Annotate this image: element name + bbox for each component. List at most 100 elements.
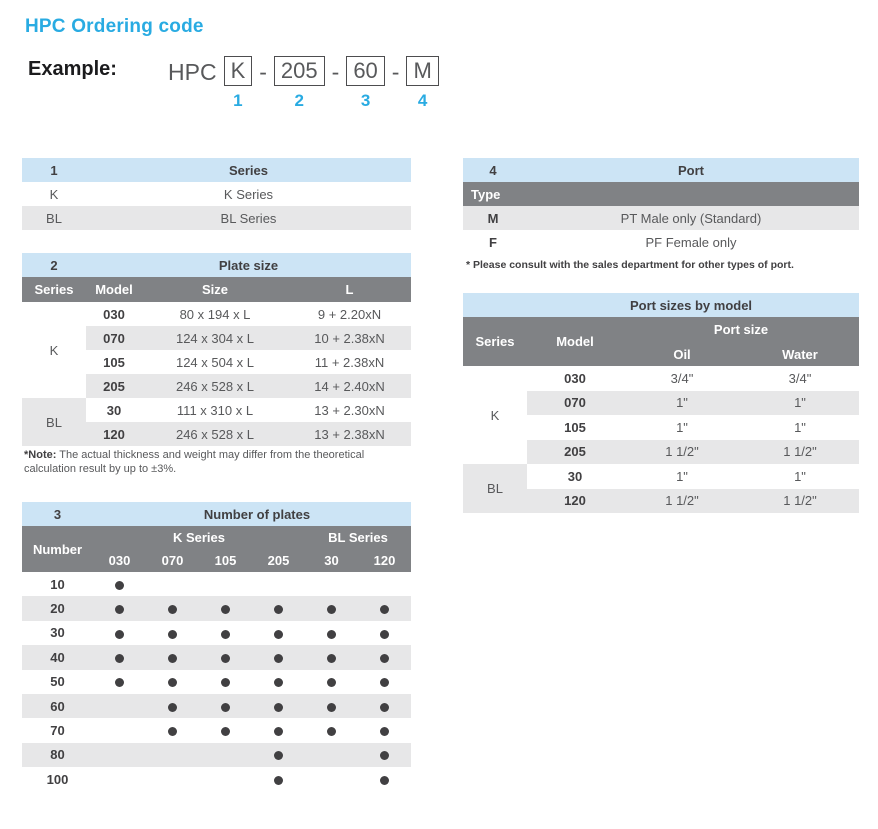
availability-dot-cell xyxy=(358,645,411,670)
code-marker-3: 3 xyxy=(360,91,371,110)
availability-dot-cell xyxy=(199,621,252,645)
availability-dot-cell xyxy=(358,718,411,742)
page-title: HPC Ordering code xyxy=(25,16,204,37)
table-row: 120 246 x 528 x L 13 + 2.38xN xyxy=(22,422,411,446)
oil-size-cell: 1" xyxy=(676,419,688,435)
availability-dot-cell xyxy=(305,621,358,645)
series-group-cell: BL xyxy=(22,398,86,446)
size-cell: 124 x 504 x L xyxy=(175,354,255,370)
availability-dot-cell xyxy=(93,767,146,791)
code-marker-4: 4 xyxy=(417,91,428,110)
availability-dot-cell xyxy=(93,645,146,670)
oil-size-cell: 1 1/2" xyxy=(623,439,741,464)
column-header-number: Number xyxy=(22,526,93,572)
plate-size-note: *Note: The actual thickness and weight m… xyxy=(24,449,416,476)
table-row: K K Series xyxy=(22,182,411,206)
availability-dot-cell xyxy=(252,767,305,791)
water-size-cell: 1" xyxy=(741,390,859,415)
column-header-series: Series xyxy=(463,317,527,366)
availability-dot-cell xyxy=(305,670,358,694)
port-desc-cell: PT Male only (Standard) xyxy=(523,206,859,230)
water-size-cell: 1 1/2" xyxy=(741,439,859,464)
table-title: Number of plates xyxy=(93,502,411,526)
size-cell: 80 x 194 x L xyxy=(179,306,251,322)
availability-dot-cell xyxy=(305,718,358,742)
column-header-size: Size xyxy=(142,277,288,302)
port-code-cell: F xyxy=(489,234,497,250)
port-table-header: 4 Port xyxy=(463,158,859,182)
example-label: Example: xyxy=(28,58,117,80)
model-cell: 070 xyxy=(86,326,142,350)
model-cell: 105 xyxy=(564,419,586,435)
availability-dot-cell xyxy=(252,718,305,742)
availability-dot-cell xyxy=(93,596,146,621)
availability-dot-cell xyxy=(199,718,252,742)
code-dash: - xyxy=(259,59,267,85)
availability-dot-cell xyxy=(199,767,252,791)
series-code-cell: K xyxy=(49,186,59,202)
plate-size-table-header: 2 Plate size xyxy=(22,253,411,277)
table-row: 20 xyxy=(22,596,411,621)
column-header-row: Series Model Size L xyxy=(22,277,411,302)
table-row: 205 1 1/2" 1 1/2" xyxy=(463,439,859,464)
model-cell: 030 xyxy=(564,370,586,386)
code-marker-2: 2 xyxy=(294,91,305,110)
code-box-port: M xyxy=(406,56,439,86)
table-title: Plate size xyxy=(86,253,411,277)
port-desc-cell: PF Female only xyxy=(645,234,737,250)
series-code-cell: BL xyxy=(22,206,86,230)
type-header-row: Type xyxy=(463,182,859,206)
model-cell: 205 xyxy=(527,439,623,464)
size-cell: 111 x 310 x L xyxy=(176,402,254,418)
column-header-series: Series xyxy=(22,277,86,302)
code-segment-plates: 60 3 xyxy=(346,56,385,111)
table-index: 4 xyxy=(463,158,523,182)
table-row: 100 xyxy=(22,767,411,791)
model-cell: 120 xyxy=(86,422,142,446)
table-title: Series xyxy=(86,158,411,182)
model-cell: 120 xyxy=(527,488,623,513)
code-box-plates: 60 xyxy=(346,56,385,86)
table-row: 105 1" 1" xyxy=(463,415,859,440)
group-header-row: Number K Series BL Series xyxy=(22,526,411,572)
table-index: 3 xyxy=(22,502,93,526)
availability-dot-cell xyxy=(358,596,411,621)
code-dash: - xyxy=(391,59,400,85)
availability-dot-cell xyxy=(93,718,146,742)
availability-dot-cell xyxy=(93,572,146,596)
column-header-port-size: Port size xyxy=(623,317,859,342)
length-cell: 13 + 2.38xN xyxy=(288,422,411,446)
availability-dot-cell xyxy=(358,621,411,645)
availability-dot-cell xyxy=(146,742,199,768)
table-row: BL 30 1" 1" xyxy=(463,464,859,513)
model-cell: 30 xyxy=(106,402,122,418)
availability-dot-cell xyxy=(93,693,146,719)
availability-dot-cell xyxy=(252,572,305,596)
availability-dot-cell xyxy=(93,670,146,694)
plate-size-table: 2 Plate size Series Model Size L K 030 8… xyxy=(22,253,411,446)
code-box-series: K xyxy=(223,56,253,86)
table-row: 70 xyxy=(22,718,411,742)
number-of-plates-table: 3 Number of plates Number K Series BL Se… xyxy=(22,502,411,792)
series-label-cell: K Series xyxy=(223,186,274,202)
model-cell: 105 xyxy=(103,354,125,370)
note-label: *Note: xyxy=(24,449,57,461)
model-cell: 205 xyxy=(86,374,142,398)
number-cell: 20 xyxy=(22,596,93,621)
availability-dot-cell xyxy=(305,767,358,791)
size-cell: 124 x 304 x L xyxy=(142,326,288,350)
oil-size-cell: 3/4" xyxy=(670,370,694,386)
availability-dot-cell xyxy=(358,670,411,694)
table-row: 205 246 x 528 x L 14 + 2.40xN xyxy=(22,374,411,398)
oil-size-cell: 1 1/2" xyxy=(623,488,741,513)
port-sizes-header: Port sizes by model xyxy=(463,293,859,317)
availability-dot-cell xyxy=(305,693,358,719)
availability-dot-cell xyxy=(252,621,305,645)
table-row: BL 30 111 x 310 x L 13 + 2.30xN xyxy=(22,398,411,446)
availability-dot-cell xyxy=(146,670,199,694)
number-cell: 50 xyxy=(50,674,65,690)
availability-dot-cell xyxy=(93,621,146,645)
water-size-cell: 1 1/2" xyxy=(741,488,859,513)
column-header-model: 105 xyxy=(199,549,252,572)
series-table-header: 1 Series xyxy=(22,158,411,182)
